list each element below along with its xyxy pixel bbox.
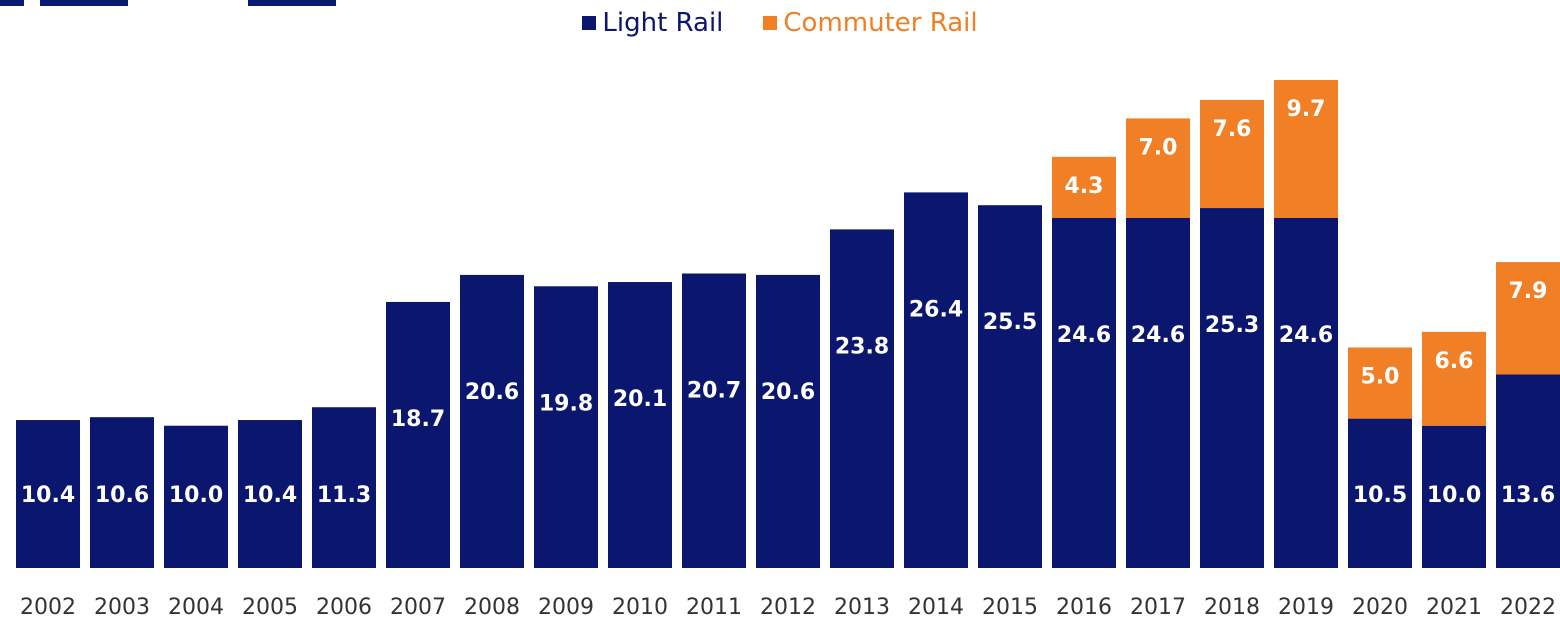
x-tick-label: 2018: [1204, 595, 1260, 620]
bar-commuter-rail: [1348, 347, 1412, 419]
x-tick-label: 2006: [316, 595, 372, 620]
data-label-commuter-rail: 7.9: [1509, 279, 1548, 304]
data-label-light-rail: 20.6: [761, 380, 815, 405]
data-label-light-rail: 23.8: [835, 334, 889, 359]
data-label-light-rail: 24.6: [1279, 323, 1333, 348]
bar-light-rail: [16, 420, 80, 568]
data-label-light-rail: 24.6: [1057, 323, 1111, 348]
bar-light-rail: [386, 301, 450, 568]
legend-swatch-light-rail: [582, 16, 597, 30]
bar-commuter-rail: [1126, 118, 1190, 219]
data-label-light-rail: 20.6: [465, 380, 519, 405]
x-tick-label: 2017: [1130, 595, 1186, 620]
data-label-commuter-rail: 7.0: [1139, 135, 1178, 160]
data-label-light-rail: 13.6: [1501, 483, 1555, 508]
data-label-commuter-rail: 4.3: [1065, 174, 1104, 199]
x-tick-label: 2015: [982, 595, 1038, 620]
x-tick-label: 2014: [908, 595, 964, 620]
top-decoration-bar: [40, 0, 128, 6]
bar-light-rail: [1348, 418, 1412, 568]
x-tick-label: 2007: [390, 595, 446, 620]
x-tick-label: 2019: [1278, 595, 1334, 620]
data-label-commuter-rail: 7.6: [1213, 117, 1252, 142]
data-label-light-rail: 20.7: [687, 378, 741, 403]
data-label-light-rail: 10.0: [169, 483, 223, 508]
bar-light-rail: [312, 407, 376, 568]
bar-light-rail: [238, 420, 302, 568]
bar-light-rail: [608, 282, 672, 568]
data-label-light-rail: 10.5: [1353, 483, 1407, 508]
bar-light-rail: [904, 192, 968, 569]
data-label-commuter-rail: 6.6: [1435, 349, 1474, 374]
bar-light-rail: [1422, 425, 1486, 568]
data-label-light-rail: 25.5: [983, 310, 1037, 335]
x-tick-label: 2002: [20, 595, 76, 620]
data-label-light-rail: 20.1: [613, 387, 667, 412]
x-tick-label: 2005: [242, 595, 298, 620]
data-label-light-rail: 25.3: [1205, 313, 1259, 338]
data-label-light-rail: 19.8: [539, 391, 593, 416]
legend-item-light-rail: Light Rail: [582, 8, 723, 38]
bar-light-rail: [164, 425, 228, 568]
bar-light-rail: [830, 229, 894, 568]
data-label-light-rail: 10.4: [243, 483, 297, 508]
legend-swatch-commuter-rail: [763, 16, 778, 30]
legend-label-commuter-rail: Commuter Rail: [783, 8, 978, 38]
legend-label-light-rail: Light Rail: [602, 8, 724, 38]
x-tick-label: 2021: [1426, 595, 1482, 620]
x-tick-label: 2010: [612, 595, 668, 620]
data-label-commuter-rail: 9.7: [1287, 97, 1326, 122]
x-tick-label: 2020: [1352, 595, 1408, 620]
x-tick-label: 2022: [1500, 595, 1556, 620]
bar-light-rail: [1200, 208, 1264, 569]
bar-light-rail: [1126, 218, 1190, 568]
bar-light-rail: [1496, 374, 1560, 568]
bar-light-rail: [1052, 218, 1116, 568]
data-label-light-rail: 26.4: [909, 297, 963, 322]
bar-commuter-rail: [1052, 156, 1116, 219]
bar-light-rail: [978, 205, 1042, 568]
bar-light-rail: [534, 286, 598, 568]
data-label-light-rail: 10.6: [95, 483, 149, 508]
bar-light-rail: [756, 274, 820, 568]
x-tick-label: 2011: [686, 595, 742, 620]
x-tick-label: 2013: [834, 595, 890, 620]
x-tick-label: 2016: [1056, 595, 1112, 620]
bar-light-rail: [90, 417, 154, 568]
bar-commuter-rail: [1200, 99, 1264, 209]
data-label-light-rail: 10.0: [1427, 483, 1481, 508]
x-tick-label: 2009: [538, 595, 594, 620]
x-tick-label: 2003: [94, 595, 150, 620]
bar-commuter-rail: [1274, 80, 1338, 219]
x-tick-label: 2004: [168, 595, 224, 620]
x-tick-label: 2012: [760, 595, 816, 620]
bar-light-rail: [460, 274, 524, 568]
bar-commuter-rail: [1496, 262, 1560, 375]
data-label-light-rail: 18.7: [391, 407, 445, 432]
bar-commuter-rail: [1422, 331, 1486, 426]
legend-item-commuter-rail: Commuter Rail: [763, 8, 978, 38]
data-label-light-rail: 11.3: [317, 483, 371, 508]
bar-light-rail: [682, 273, 746, 568]
top-decoration-bar: [0, 0, 24, 6]
data-label-light-rail: 10.4: [21, 483, 75, 508]
x-tick-label: 2008: [464, 595, 520, 620]
data-label-light-rail: 24.6: [1131, 323, 1185, 348]
legend: Light Rail Commuter Rail: [0, 8, 1560, 38]
data-label-commuter-rail: 5.0: [1361, 364, 1400, 389]
bar-light-rail: [1274, 218, 1338, 568]
top-decoration-bar: [248, 0, 336, 6]
